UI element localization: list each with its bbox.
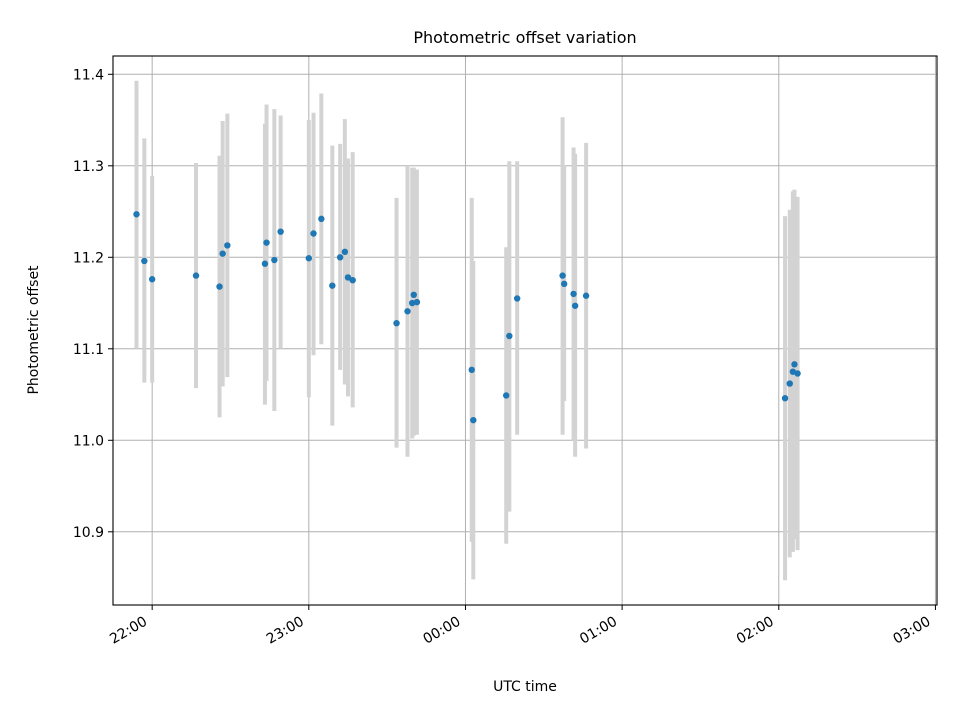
- data-point: [393, 319, 400, 327]
- data-point: [791, 361, 798, 368]
- x-tick-label: 03:00: [890, 614, 933, 648]
- data-point: [133, 211, 140, 218]
- data-point: [305, 255, 313, 262]
- data-point: [192, 272, 200, 279]
- data-point: [571, 302, 579, 309]
- data-point: [344, 274, 352, 281]
- x-tick-label: 00:00: [421, 614, 464, 648]
- y-axis-ticks: 10.9 11.0 11.1 11.2 11.3 11.4: [73, 67, 113, 541]
- data-point: [349, 276, 356, 284]
- x-axis-label: UTC time: [493, 679, 557, 695]
- x-tick-label: 02:00: [734, 614, 777, 648]
- data-point: [513, 295, 521, 302]
- data-point: [318, 215, 325, 223]
- data-point: [503, 392, 510, 399]
- y-tick-label: 11.1: [73, 342, 104, 358]
- data-point: [560, 280, 568, 288]
- data-point: [310, 230, 317, 237]
- data-point: [336, 254, 344, 261]
- data-point: [224, 242, 231, 249]
- data-point: [559, 272, 566, 279]
- grid-lines: [113, 56, 937, 605]
- data-point: [216, 283, 223, 290]
- data-point: [341, 248, 349, 256]
- data-point: [141, 257, 148, 265]
- data-points: [133, 211, 801, 424]
- chart-title: Photometric offset variation: [413, 28, 636, 47]
- data-point: [468, 366, 475, 374]
- x-tick-label: 01:00: [577, 614, 620, 648]
- data-point: [219, 250, 226, 257]
- data-point: [781, 395, 789, 402]
- y-tick-label: 11.0: [73, 433, 104, 449]
- plot-frame: [112, 55, 938, 606]
- data-point: [570, 290, 577, 298]
- x-tick-label: 23:00: [264, 614, 307, 648]
- data-point: [277, 228, 284, 235]
- data-point: [271, 256, 278, 264]
- data-point: [786, 380, 793, 387]
- data-point: [329, 282, 336, 289]
- x-axis-ticks: 22:00 23:00 00:00 01:00 02:00 03:00: [107, 605, 936, 648]
- data-point: [470, 416, 477, 424]
- y-tick-label: 11.2: [73, 250, 104, 266]
- y-tick-label: 11.3: [73, 159, 104, 175]
- data-point: [261, 260, 269, 267]
- data-point: [506, 332, 513, 340]
- y-tick-label: 10.9: [73, 525, 104, 541]
- data-point: [794, 370, 801, 377]
- data-point: [263, 239, 270, 246]
- data-point: [148, 276, 156, 283]
- data-point: [413, 298, 421, 306]
- data-point: [582, 292, 590, 299]
- data-point: [404, 308, 411, 315]
- error-bars: [134, 80, 800, 581]
- y-tick-label: 11.4: [73, 67, 104, 83]
- data-point: [410, 291, 417, 299]
- x-tick-label: 22:00: [107, 614, 150, 648]
- y-axis-label: Photometric offset: [26, 265, 42, 395]
